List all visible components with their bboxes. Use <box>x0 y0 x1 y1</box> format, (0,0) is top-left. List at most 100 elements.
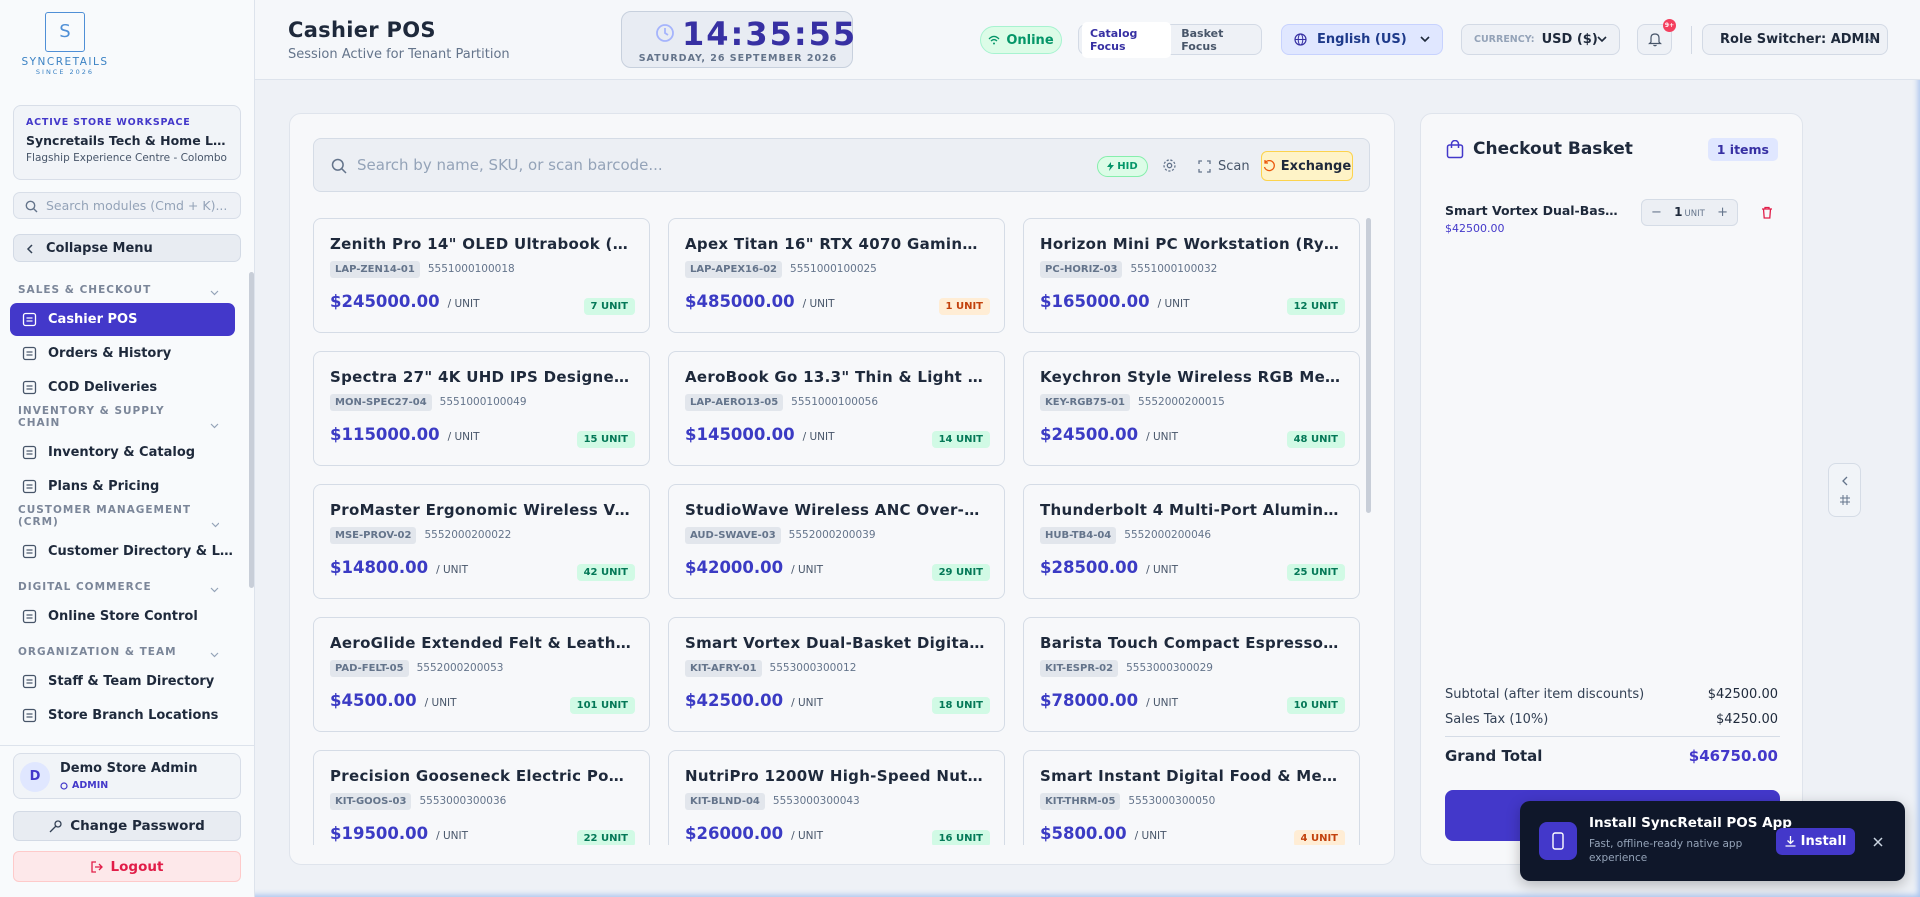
divider <box>1445 736 1780 737</box>
product-card[interactable]: Keychron Style Wireless RGB Mechanica...… <box>1023 351 1360 466</box>
search-icon <box>331 158 347 174</box>
logo[interactable]: S SYNCRETAILS SINCE 2026 <box>17 12 113 76</box>
stock-badge: 1 UNIT <box>938 298 990 315</box>
scan-button[interactable]: Scan <box>1198 152 1250 180</box>
workspace-name: Syncretails Tech & Home Living <box>26 133 228 148</box>
product-card[interactable]: Precision Gooseneck Electric Pour-Over .… <box>313 750 650 845</box>
focus-tab[interactable]: Catalog Focus <box>1082 21 1172 58</box>
product-price: $42500.00 <box>685 691 784 710</box>
product-sku: PC-HORIZ-03 <box>1040 261 1123 278</box>
nav-item[interactable]: Cashier POS <box>10 303 235 336</box>
nav-icon <box>22 312 37 327</box>
chevron-down[interactable] <box>210 652 219 658</box>
change-password[interactable]: Change Password <box>13 811 241 841</box>
nav-icon <box>22 674 37 689</box>
user-avatar: D <box>20 762 50 792</box>
product-card[interactable]: AeroGlide Extended Felt & Leather Des...… <box>313 617 650 732</box>
product-card[interactable]: Horizon Mini PC Workstation (Ryzen 7, ..… <box>1023 218 1360 333</box>
remove-item[interactable] <box>1761 206 1773 219</box>
product-card[interactable]: Smart Vortex Dual-Basket Digital Air Fr.… <box>668 617 1005 732</box>
nav-item[interactable]: Plans & Pricing <box>10 470 235 503</box>
chevron-down[interactable] <box>210 587 219 593</box>
role-switcher[interactable]: Role Switcher: ADMIN <box>1702 24 1888 55</box>
language-select[interactable]: English (US) <box>1281 24 1443 55</box>
unit-label: / UNIT <box>802 431 835 443</box>
nav-item-label: Inventory & Catalog <box>48 445 196 460</box>
currency-select[interactable]: CURRENCY: USD ($) <box>1461 24 1620 55</box>
focus-tabs: Catalog Focus Basket Focus <box>1078 21 1262 58</box>
qty-increase[interactable]: + <box>1717 205 1728 220</box>
nav-item-label: Cashier POS <box>48 312 138 327</box>
chevron-left <box>26 244 33 254</box>
chevron-down <box>1866 37 1875 43</box>
nav-item-label: Store Branch Locations <box>48 708 219 723</box>
product-card[interactable]: ProMaster Ergonomic Wireless Vertical ..… <box>313 484 650 599</box>
product-card[interactable]: NutriPro 1200W High-Speed Nutrient Ex...… <box>668 750 1005 845</box>
nav-icon <box>22 708 37 723</box>
wifi-icon <box>988 35 1000 45</box>
install-button[interactable]: Install <box>1776 828 1855 855</box>
nav-item[interactable]: Store Branch Locations <box>10 699 235 732</box>
product-meta: HUB-TB4-04 5552000200046 <box>1040 519 1343 544</box>
product-sku: KIT-THRM-05 <box>1040 793 1121 810</box>
nav-item[interactable]: Orders & History <box>10 337 235 370</box>
product-meta: PC-HORIZ-03 5551000100032 <box>1040 253 1343 278</box>
product-card[interactable]: Spectra 27" 4K UHD IPS Designer Monit...… <box>313 351 650 466</box>
app-icon <box>1539 822 1577 860</box>
nav-section: SALES & CHECKOUT <box>0 272 245 302</box>
product-name: AeroBook Go 13.3" Thin & Light Studen... <box>685 368 988 386</box>
product-card[interactable]: AeroBook Go 13.3" Thin & Light Studen...… <box>668 351 1005 466</box>
chevron-down <box>1420 36 1430 43</box>
product-card[interactable]: Thunderbolt 4 Multi-Port Aluminum Do...H… <box>1023 484 1360 599</box>
product-card[interactable]: StudioWave Wireless ANC Over-Ear Hea...A… <box>668 484 1005 599</box>
nav-item[interactable]: COD Deliveries <box>10 371 235 404</box>
user-card[interactable]: D Demo Store Admin ADMIN <box>13 753 241 799</box>
logout[interactable]: Logout <box>13 851 241 882</box>
bolt-icon <box>1107 162 1115 171</box>
product-price: $14800.00 <box>330 558 429 577</box>
nav-item[interactable]: Staff & Team Directory <box>10 665 235 698</box>
nav-item[interactable]: Online Store Control <box>10 600 235 633</box>
product-card[interactable]: Apex Titan 16" RTX 4070 Gaming LaptopLAP… <box>668 218 1005 333</box>
nav-item[interactable]: Inventory & Catalog <box>10 436 235 469</box>
exchange-button[interactable]: Exchange <box>1261 151 1353 181</box>
nav-icon <box>22 609 37 624</box>
search-placeholder: Search by name, SKU, or scan barcode... <box>357 156 663 174</box>
nav-item-label: Online Store Control <box>48 609 198 624</box>
focus-tab[interactable]: Basket Focus <box>1181 26 1224 53</box>
basket-count: 1 items <box>1707 138 1778 161</box>
nav-icon <box>22 544 37 559</box>
workspace-label: ACTIVE STORE WORKSPACE <box>26 117 191 128</box>
status-label: Online <box>1006 32 1054 48</box>
stock-badge: 25 UNIT <box>1286 564 1345 581</box>
stock-badge: 42 UNIT <box>576 564 635 581</box>
product-card[interactable]: Smart Instant Digital Food & Meat The...… <box>1023 750 1360 845</box>
module-search[interactable]: Search modules (Cmd + K)... <box>13 192 241 219</box>
nav-item[interactable]: Customer Directory & Loy... <box>10 535 235 568</box>
subtotal-value: $42500.00 <box>1707 687 1778 702</box>
close-toast[interactable] <box>1873 837 1883 847</box>
header: Cashier POS Session Active for Tenant Pa… <box>255 0 1920 80</box>
product-meta: LAP-AERO13-05 5551000100056 <box>685 386 988 411</box>
install-label: Install <box>1800 834 1847 849</box>
qty-decrease[interactable]: − <box>1651 205 1662 220</box>
product-price-row: $145000.00 / UNIT <box>685 425 988 444</box>
collapse-menu[interactable]: Collapse Menu <box>13 234 241 262</box>
product-card[interactable]: Zenith Pro 14" OLED Ultrabook (16GB /...… <box>313 218 650 333</box>
chevron-down[interactable] <box>210 423 219 429</box>
stock-badge: 18 UNIT <box>931 697 990 714</box>
product-card[interactable]: Barista Touch Compact Espresso & Frot...… <box>1023 617 1360 732</box>
search-placeholder: Search modules (Cmd + K)... <box>46 198 228 213</box>
chevron-down[interactable] <box>211 522 219 528</box>
user-role: ADMIN <box>72 780 109 791</box>
subtotal-label: Subtotal (after item discounts) <box>1445 687 1645 702</box>
chevron-down[interactable] <box>210 290 219 296</box>
basket-toggle[interactable] <box>1828 463 1861 517</box>
settings-button[interactable] <box>1162 158 1177 173</box>
notifications[interactable]: 9+ <box>1637 19 1676 55</box>
basket-item: Smart Vortex Dual-Basket ... $42500.00 −1U… <box>1445 199 1780 242</box>
catalog-search[interactable]: Search by name, SKU, or scan barcode... … <box>313 138 1370 192</box>
nav-section: INVENTORY & SUPPLY CHAIN <box>0 405 245 435</box>
product-price-row: $42500.00 / UNIT <box>685 691 988 710</box>
